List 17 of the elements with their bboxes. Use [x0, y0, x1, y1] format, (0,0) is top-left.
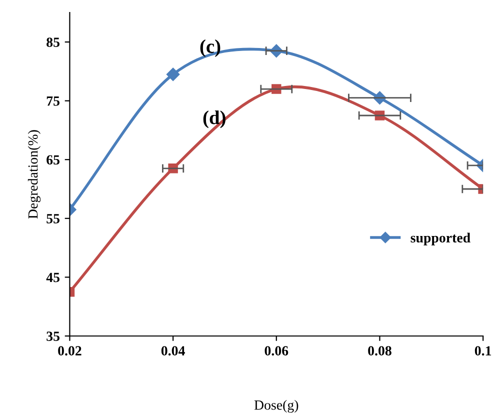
- y-tick-label: 85: [46, 38, 60, 47]
- y-axis-title: Degredation(%): [28, 130, 41, 219]
- point: [166, 68, 180, 81]
- y-tick-label: 65: [46, 155, 60, 165]
- x-tick-label: 0.02: [58, 346, 82, 356]
- y-tick-label: 45: [46, 272, 60, 282]
- y-tick-label: 55: [46, 214, 60, 224]
- annotation: (c): [200, 39, 220, 57]
- x-tick-label: 0.08: [368, 346, 392, 356]
- y-tick-label: 35: [46, 332, 60, 341]
- y-tick-label: 75: [46, 96, 60, 106]
- x-axis-title: Dose(g): [254, 400, 298, 413]
- annotation: (d): [203, 110, 226, 128]
- x-tick-label: 0.04: [161, 346, 185, 356]
- x-tick-label: 0.06: [264, 346, 288, 356]
- legend-label: supported: [410, 232, 470, 246]
- x-tick-label: 0.1: [474, 346, 492, 356]
